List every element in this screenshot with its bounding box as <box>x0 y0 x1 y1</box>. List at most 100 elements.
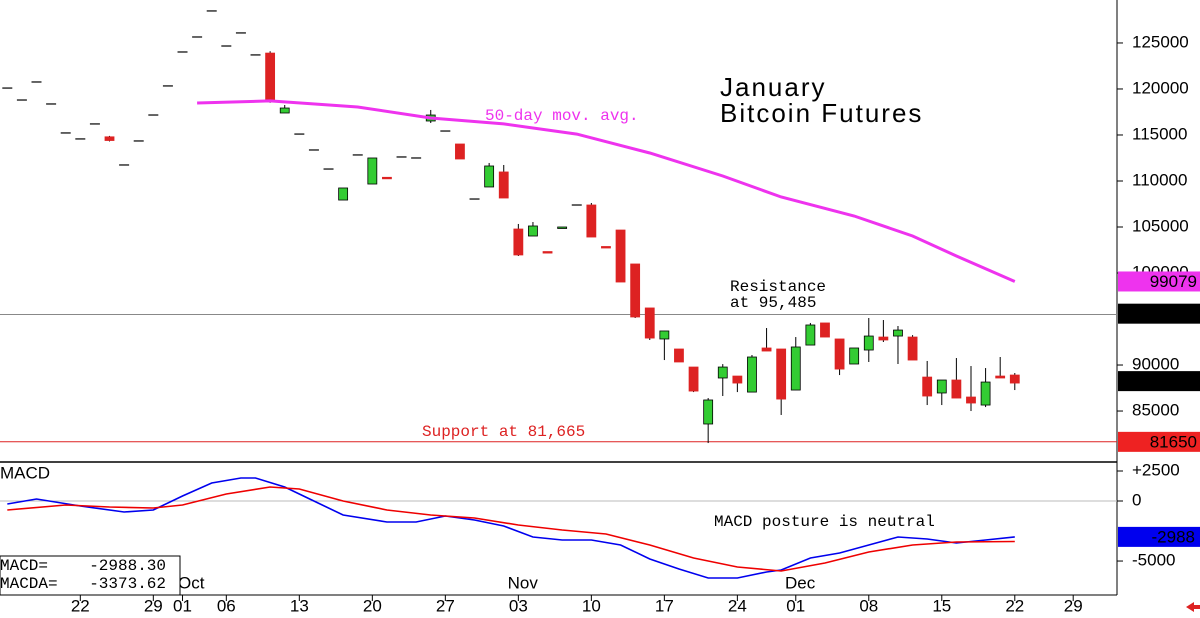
candle <box>513 223 524 256</box>
x-tick-label: 10 <box>582 596 601 615</box>
candle <box>878 320 889 343</box>
candle-body <box>498 171 509 199</box>
candle-body <box>790 346 801 391</box>
price-label: 95580 <box>1150 304 1197 323</box>
x-tick-label: 03 <box>509 596 528 615</box>
candle-body <box>338 187 349 201</box>
candle <box>688 366 699 393</box>
candle-body <box>382 176 392 180</box>
x-tick-label: 08 <box>859 596 878 615</box>
candle-body <box>747 356 757 393</box>
candle <box>1009 373 1020 391</box>
candle-body <box>703 399 714 425</box>
price-label: 99079 <box>1150 272 1197 291</box>
candle <box>630 263 641 318</box>
candle-body <box>104 136 115 141</box>
y-tick-label: 125000 <box>1132 32 1189 51</box>
x-tick-label: 29 <box>1064 596 1083 615</box>
price-label: 81650 <box>1150 432 1197 451</box>
candle <box>761 328 772 352</box>
candle-body <box>484 165 495 188</box>
candle-body <box>1009 374 1020 384</box>
y-tick-label: 120000 <box>1132 78 1189 97</box>
candle-body <box>907 336 918 361</box>
candle <box>484 162 495 188</box>
candle-body <box>878 336 889 341</box>
candle-body <box>717 366 728 379</box>
candle <box>644 307 655 340</box>
resistance-label: Resistance <box>730 278 826 296</box>
moving-average-label: 50-day mov. avg. <box>485 107 639 125</box>
legend-name: MACDA= <box>0 575 58 593</box>
candle-body <box>995 375 1006 379</box>
candle-body <box>586 204 597 238</box>
candle <box>659 330 670 361</box>
candle <box>382 176 392 180</box>
candle <box>498 164 509 199</box>
x-tick-label: 27 <box>436 596 455 615</box>
candle <box>834 338 845 376</box>
candle-body <box>601 246 611 249</box>
candle <box>732 375 743 393</box>
resistance-label: at 95,485 <box>730 294 816 312</box>
candle <box>674 348 684 363</box>
x-tick-label: 15 <box>932 596 951 615</box>
candle <box>528 222 538 237</box>
legend-value: -2988.30 <box>89 557 166 575</box>
candle-body <box>922 376 933 397</box>
y-tick-label: 90000 <box>1132 355 1179 374</box>
candle <box>805 322 816 346</box>
candle <box>980 368 991 408</box>
x-tick-label: 24 <box>728 596 747 615</box>
candle-body <box>805 324 816 346</box>
macd-label-box <box>1118 526 1200 547</box>
arrow-icon <box>1186 602 1200 612</box>
candle-body <box>849 347 860 365</box>
y-tick-label: +2500 <box>1132 460 1180 479</box>
candle-body <box>936 379 947 394</box>
candle-body <box>630 263 641 318</box>
candle-body <box>761 347 772 352</box>
y-tick-label: 115000 <box>1132 124 1187 143</box>
candle <box>747 354 757 393</box>
candle <box>265 51 276 103</box>
candle-body <box>615 229 626 283</box>
x-tick-label: 13 <box>290 596 309 615</box>
candle-body <box>820 322 830 338</box>
candle <box>936 379 947 406</box>
macd-annotation: MACD posture is neutral <box>714 513 935 531</box>
chart-title: January <box>720 72 827 102</box>
y-tick-label: 105000 <box>1132 216 1189 235</box>
candle <box>104 135 115 142</box>
moving-average-line <box>197 99 1016 283</box>
macd-line <box>7 486 1015 572</box>
candle <box>893 326 903 365</box>
x-tick-label: 17 <box>655 596 674 615</box>
y-tick-label: 0 <box>1132 490 1141 509</box>
candle <box>922 360 933 406</box>
x-tick-label: 01 <box>786 596 805 615</box>
legend-name: MACD= <box>0 557 48 575</box>
macd-line <box>7 477 1015 579</box>
price-label: 88250 <box>1150 372 1197 391</box>
candle-body <box>674 348 684 363</box>
x-tick-label: 22 <box>71 596 90 615</box>
candle <box>455 143 465 160</box>
candle <box>601 246 611 249</box>
legend-box <box>0 555 181 596</box>
candle <box>863 317 874 362</box>
candle <box>367 157 378 185</box>
candle-body <box>513 228 524 256</box>
month-label: Nov <box>508 573 539 592</box>
candle-body <box>980 381 991 406</box>
candle <box>717 364 728 397</box>
candle <box>966 366 976 412</box>
candle <box>951 358 962 399</box>
y-tick-label: -5000 <box>1132 551 1175 570</box>
candle-body <box>557 226 568 229</box>
month-label: Dec <box>785 573 816 592</box>
support-label: Support at 81,665 <box>422 423 585 441</box>
legend-value: -3373.62 <box>89 575 166 593</box>
